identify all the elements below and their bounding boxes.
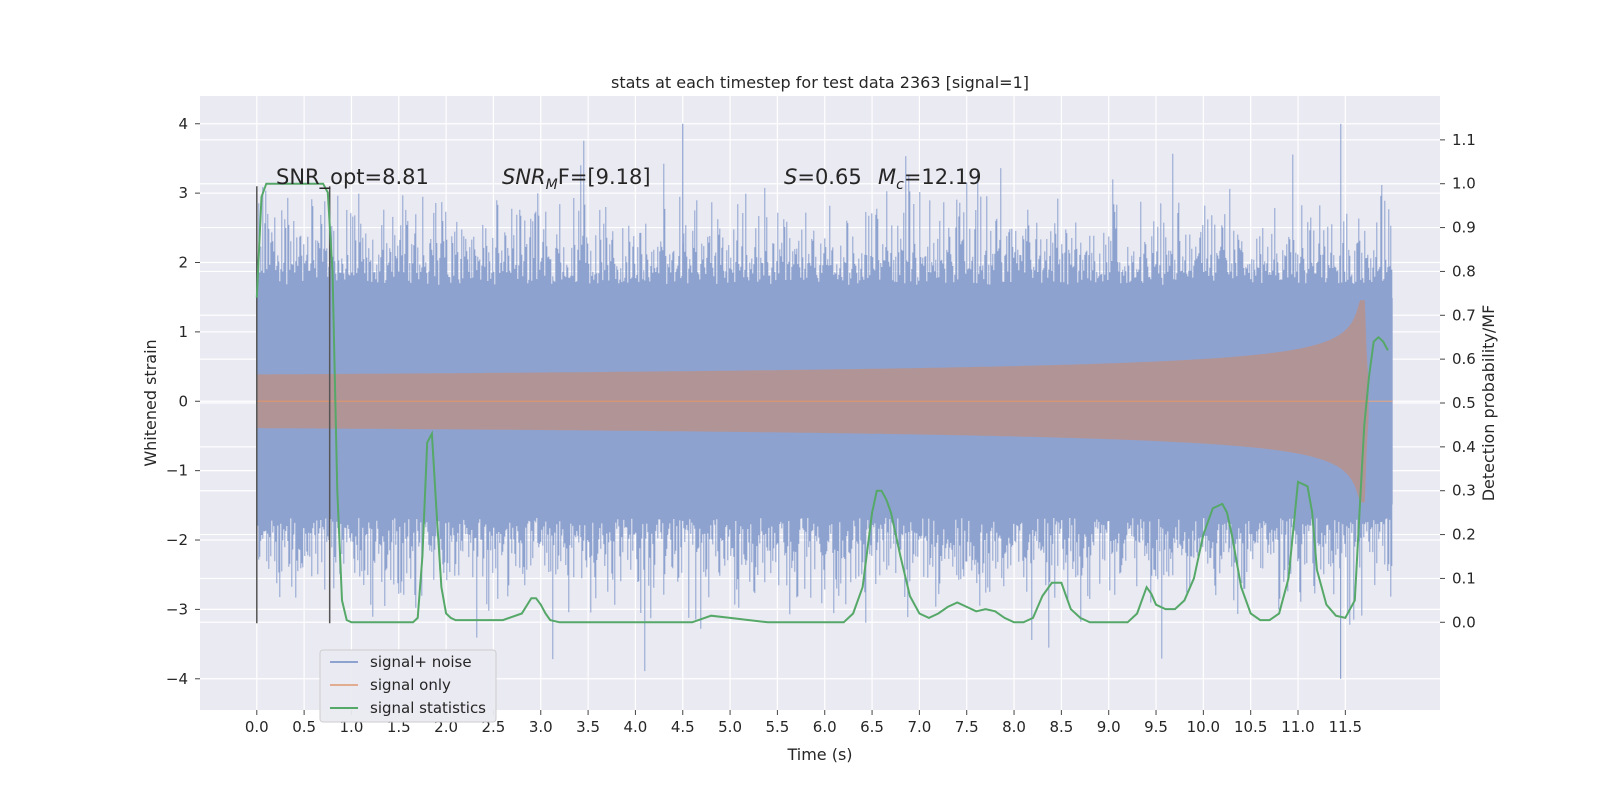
y-right-tick-label: 0.7 [1452, 306, 1476, 324]
snr-mf-annotation: SNRMF=[9.18] [502, 165, 651, 193]
x-tick-label: 0.0 [245, 718, 269, 736]
y-right-tick-label: 0.5 [1452, 394, 1476, 412]
legend: signal+ noise signal only signal statist… [319, 649, 497, 723]
vertical-markers [256, 186, 331, 624]
s-main: S [784, 165, 797, 189]
y-tick-label: 0 [178, 392, 188, 410]
mc-sub: c [896, 177, 904, 193]
chart-title: stats at each timestep for test data 236… [611, 73, 1029, 92]
x-tick-label: 3.5 [576, 718, 600, 736]
y-right-tick-label: 1.1 [1452, 131, 1476, 149]
signal-only-series [256, 300, 1393, 503]
y-axis-label: Whitened strain [141, 339, 160, 466]
snr-opt-annotation: SNR_opt=8.81 [276, 165, 429, 190]
x-tick-label: 9.5 [1144, 718, 1168, 736]
y-right-tick-label: 0.6 [1452, 350, 1476, 368]
x-tick-label: 4.5 [671, 718, 695, 736]
y-tick-label: 1 [178, 323, 188, 341]
x-tick-label: 10.5 [1234, 718, 1267, 736]
y-right-tick-label: 0.0 [1452, 613, 1476, 631]
x-tick-label: 4.0 [623, 718, 647, 736]
y-right-axis-label: Detection probability/MF [1479, 305, 1498, 502]
s-annotation: S=0.65 [784, 165, 862, 189]
y-tick-label: −1 [166, 462, 188, 480]
legend-box [319, 649, 497, 723]
snr-mf-sub: M [546, 177, 558, 193]
y-right-tick-label: 1.0 [1452, 175, 1476, 193]
x-tick-label: 8.0 [1002, 718, 1026, 736]
y-tick-label: −2 [166, 531, 188, 549]
x-tick-label: 6.0 [813, 718, 837, 736]
y-right-axis-ticks: 0.0 0.1 0.2 0.3 0.4 0.5 0.6 0.7 0.8 0.9 1.0 1.1 [1440, 131, 1476, 631]
x-tick-label: 9.0 [1097, 718, 1121, 736]
y-right-tick-label: 0.4 [1452, 438, 1476, 456]
x-tick-label: 5.0 [718, 718, 742, 736]
s-post: =0.65 [797, 165, 861, 189]
y-right-tick-label: 0.3 [1452, 482, 1476, 500]
y-axis-ticks: −4 −3 −2 −1 0 1 2 3 4 [166, 115, 200, 688]
x-tick-label: 10.0 [1187, 718, 1220, 736]
x-tick-label: 11.5 [1329, 718, 1362, 736]
x-tick-label: 6.5 [860, 718, 884, 736]
legend-label-stats: signal statistics [370, 699, 486, 717]
legend-label-signal: signal only [370, 676, 451, 694]
y-tick-label: −4 [166, 670, 188, 688]
mc-main: M [878, 165, 896, 189]
x-tick-label: 5.5 [765, 718, 789, 736]
x-axis-label: Time (s) [786, 745, 852, 764]
x-tick-label: 0.5 [292, 718, 316, 736]
mc-post: =12.19 [904, 165, 982, 189]
y-right-tick-label: 0.1 [1452, 569, 1476, 587]
snr-mf-main: SNR [502, 165, 546, 189]
x-tick-label: 3.0 [529, 718, 553, 736]
x-tick-label: 8.5 [1049, 718, 1073, 736]
y-tick-label: −3 [166, 600, 188, 618]
y-right-tick-label: 0.2 [1452, 526, 1476, 544]
x-tick-label: 7.5 [955, 718, 979, 736]
x-tick-label: 11.0 [1281, 718, 1314, 736]
signal-statistics-series [255, 182, 1389, 624]
x-tick-label: 7.0 [907, 718, 931, 736]
y-right-tick-label: 0.9 [1452, 219, 1476, 237]
legend-label-noise: signal+ noise [370, 653, 472, 671]
mc-annotation: Mc=12.19 [878, 165, 982, 193]
y-right-tick-label: 0.8 [1452, 262, 1476, 280]
y-tick-label: 4 [178, 115, 188, 133]
signal-statistics-line [255, 182, 1389, 624]
y-tick-label: 2 [178, 254, 188, 272]
y-tick-label: 3 [178, 184, 188, 202]
snr-mf-post: F=[9.18] [558, 165, 651, 189]
